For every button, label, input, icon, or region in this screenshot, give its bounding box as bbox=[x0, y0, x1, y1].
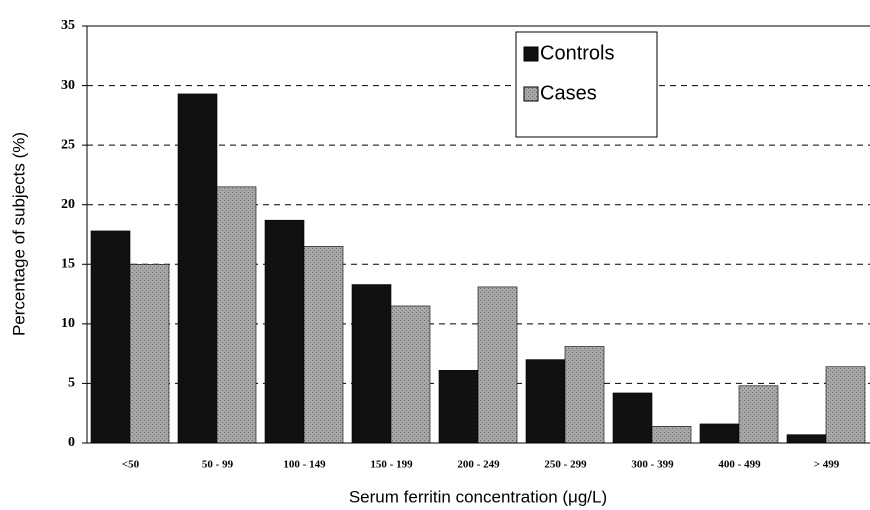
bar bbox=[612, 392, 653, 444]
bar bbox=[90, 230, 131, 444]
x-tick-label: > 499 bbox=[814, 459, 840, 471]
bar bbox=[216, 186, 257, 444]
x-tick-label: 300 - 399 bbox=[631, 459, 674, 471]
x-axis-title: Serum ferritin concentration (μg/L) bbox=[349, 487, 607, 506]
bar bbox=[564, 346, 605, 444]
x-tick-label: 250 - 299 bbox=[544, 459, 587, 471]
bar bbox=[738, 385, 779, 444]
bar bbox=[477, 286, 518, 444]
bar bbox=[786, 434, 827, 444]
legend-label: Cases bbox=[540, 82, 597, 104]
y-tick-label: 30 bbox=[61, 78, 75, 93]
bar bbox=[177, 93, 218, 444]
x-tick-label: 100 - 149 bbox=[283, 459, 326, 471]
bar bbox=[651, 426, 692, 444]
legend-swatch bbox=[523, 46, 539, 62]
y-tick-label: 10 bbox=[61, 316, 75, 331]
y-tick-label: 20 bbox=[61, 197, 75, 212]
bar bbox=[525, 359, 566, 444]
legend-swatch bbox=[523, 86, 539, 102]
bar bbox=[390, 305, 431, 444]
y-tick-label: 15 bbox=[61, 257, 75, 272]
x-tick-label: 50 - 99 bbox=[202, 459, 234, 471]
legend-box bbox=[515, 31, 658, 138]
x-tick-label: 200 - 249 bbox=[457, 459, 500, 471]
bar bbox=[129, 263, 170, 444]
y-tick-label: 25 bbox=[61, 137, 75, 152]
bar bbox=[438, 370, 479, 444]
bar bbox=[699, 423, 740, 444]
y-axis-title: Percentage of subjects (%) bbox=[9, 132, 28, 336]
bar bbox=[264, 219, 305, 444]
y-tick-label: 0 bbox=[68, 435, 75, 450]
x-tick-label: 400 - 499 bbox=[718, 459, 761, 471]
x-tick-label: <50 bbox=[122, 459, 140, 471]
y-tick-label: 35 bbox=[61, 18, 75, 33]
legend-label: Controls bbox=[540, 42, 614, 64]
y-tick-label: 5 bbox=[68, 376, 75, 391]
bar bbox=[303, 246, 344, 444]
bar bbox=[825, 366, 866, 444]
x-tick-label: 150 - 199 bbox=[370, 459, 413, 471]
bar bbox=[351, 284, 392, 444]
